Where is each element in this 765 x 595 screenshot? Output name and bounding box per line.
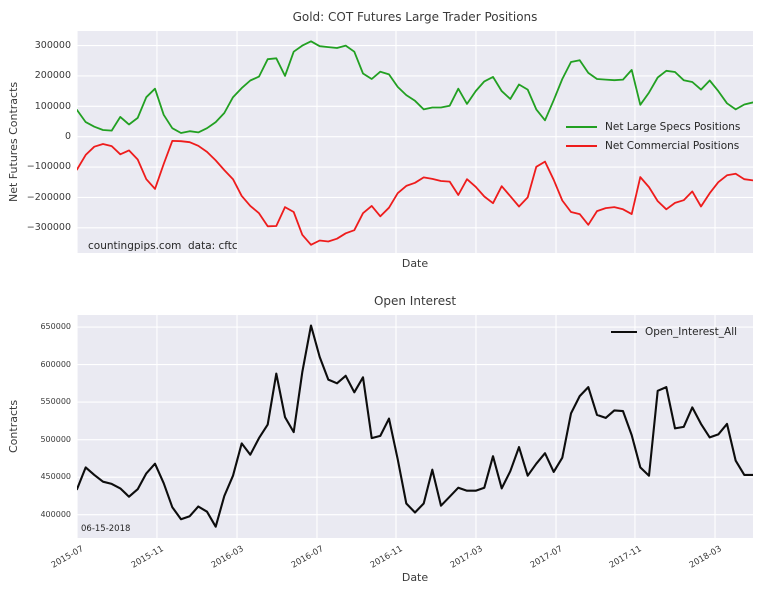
y-tick-label: 200000 [34,70,71,82]
y-tick-label: −200000 [26,191,71,203]
green-line-swatch-icon [566,126,597,128]
y-tick-label: 400000 [40,509,71,519]
x-tick-label: 2016-03 [209,544,246,571]
legend-label: Net Large Specs Positions [605,121,741,133]
y-axis-label: Contracts [7,399,20,454]
black-line-swatch-icon [611,331,637,333]
plot-background [77,31,753,253]
x-tick-label: 2016-11 [368,544,405,571]
y-tick-label: 0 [64,130,71,142]
x-tick-label: 2016-07 [289,544,326,571]
series-line-open-interest-all [77,324,753,528]
data-source-note: data: cftc [188,240,238,252]
x-tick-label: 2017-11 [607,544,644,571]
legend-item: Open_Interest_All [611,326,737,338]
legend-label: Open_Interest_All [645,326,738,338]
y-tick-label: −300000 [26,222,71,234]
red-line-swatch-icon [566,145,597,147]
report-date-note: 06-15-2018 [81,524,131,534]
plot-background [77,315,753,538]
x-tick-label: 2015-07 [49,544,86,571]
y-tick-label: 550000 [40,397,71,407]
x-tick-label: 2017-03 [448,544,485,571]
watermark-countingpips: countingpips.com [88,240,182,252]
y-tick-label: 100000 [34,100,71,112]
chart-title: Gold: COT Futures Large Trader Positions [292,10,538,24]
x-tick-label: 2015-11 [129,544,166,571]
x-axis-label: Date [401,257,429,270]
x-tick-label: 2018-03 [687,544,724,571]
y-tick-label: −100000 [26,161,71,173]
y-tick-label: 650000 [40,322,71,331]
plot-area [77,31,753,253]
chart-title: Open Interest [373,294,457,308]
series-line-net-commercial-positions [77,140,753,246]
y-tick-label: 600000 [40,359,71,369]
plot-area [77,315,753,538]
legend-item: Net Commercial Positions [566,140,740,152]
y-tick-label: 500000 [40,434,71,444]
y-tick-label: 300000 [34,39,71,51]
legend: Net Large Specs Positions Net Commercial… [566,121,740,152]
legend-item: Net Large Specs Positions [566,121,740,133]
y-axis-label: Net Futures Contracts [7,81,20,203]
y-tick-label: 450000 [40,472,71,482]
legend: Open_Interest_All [611,326,737,338]
x-tick-label: 2017-07 [528,544,565,571]
x-axis-label: Date [401,571,429,584]
series-line-net-large-specs-positions [77,40,753,134]
legend-label: Net Commercial Positions [605,140,740,152]
